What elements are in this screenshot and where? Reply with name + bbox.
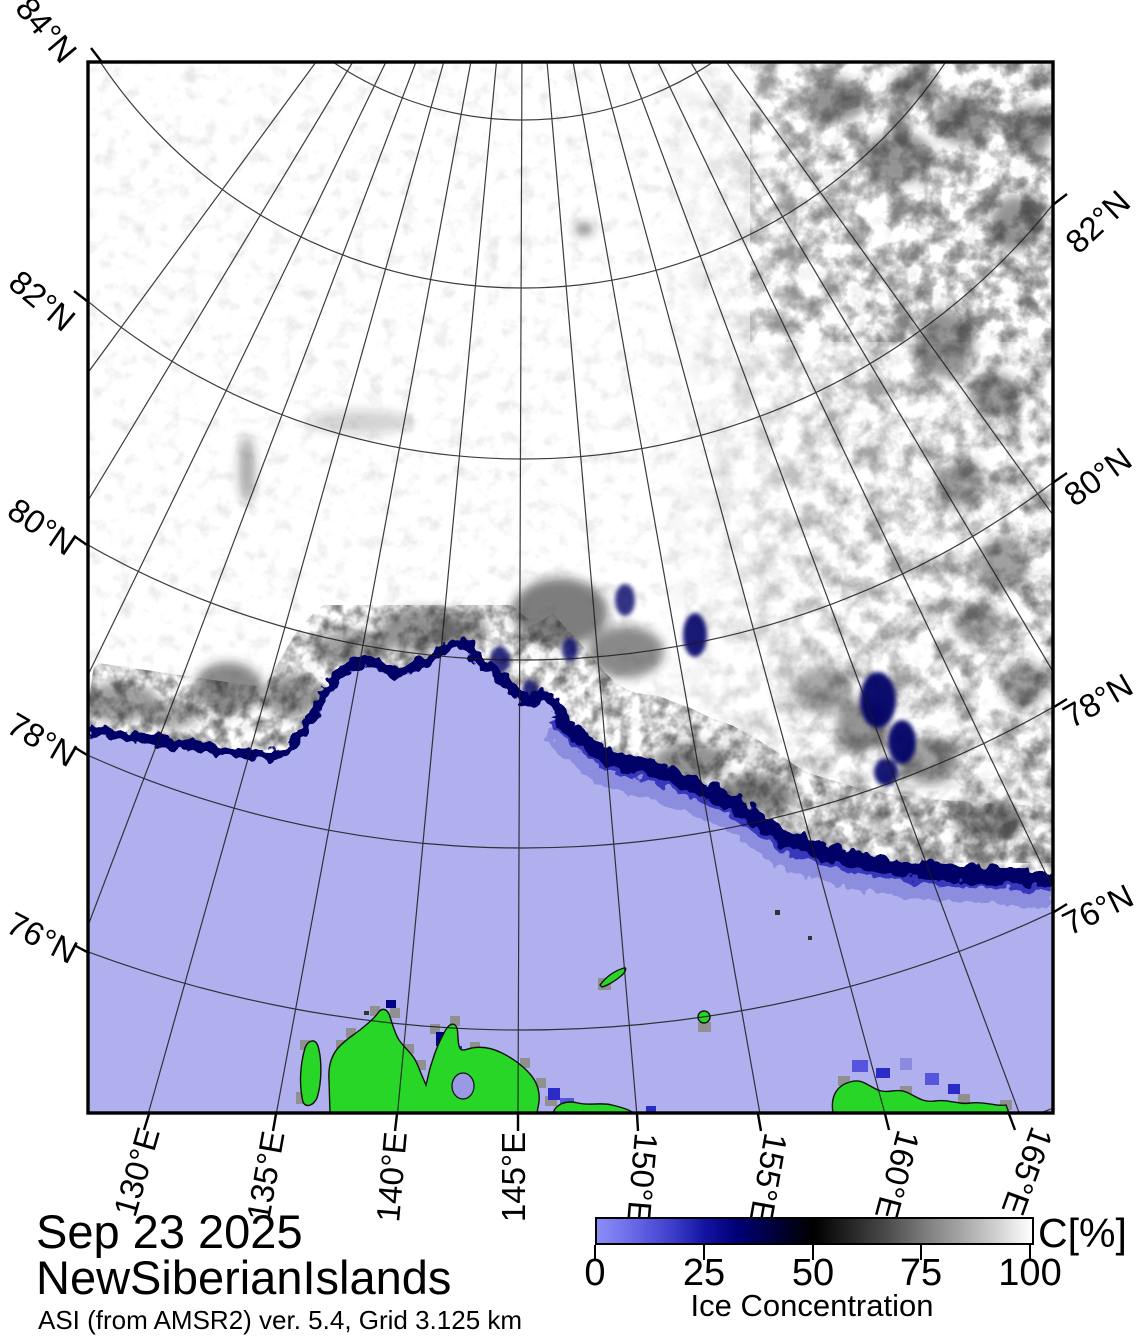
ice-floes (88, 70, 1052, 842)
colorbar-tick-25 (703, 1245, 705, 1260)
colorbar-tick-0 (594, 1245, 596, 1260)
colorbar-ticklabel-50: 50 (791, 1252, 835, 1294)
colorbar-unit: C[%] (1038, 1210, 1127, 1256)
map-frame (86, 60, 1055, 1115)
lon-label-140e: 140°E (369, 1130, 414, 1224)
colorbar-ticklabel-25: 25 (682, 1252, 726, 1294)
colorbar-ticklabel-100: 100 (998, 1252, 1062, 1294)
ice-concentration-colorbar (595, 1217, 1034, 1245)
open-water (88, 641, 1053, 1113)
island-belkovsky (299, 1040, 322, 1107)
map-date: Sep 23 2025 (36, 1205, 303, 1258)
lon-label-145e: 145°E (495, 1131, 532, 1223)
island-bottom-sliver (552, 1101, 634, 1113)
ice-edge-fringe (88, 635, 1053, 908)
colorbar-tick-100 (1029, 1245, 1031, 1260)
island-lagoon (451, 1072, 475, 1100)
island-right (831, 1080, 1010, 1113)
lon-label-150e: 150°E (620, 1131, 665, 1225)
colorbar-tick-50 (812, 1245, 814, 1260)
map-region-title: NewSiberianIslands (36, 1251, 452, 1304)
colorbar-ticklabel-75: 75 (899, 1252, 943, 1294)
colorbar-ticklabel-0: 0 (584, 1252, 606, 1294)
islet-1 (599, 967, 627, 988)
map-source-info: ASI (from AMSR2) ver. 5.4, Grid 3.125 km (38, 1305, 523, 1335)
colorbar-label: Ice Concentration (690, 1288, 934, 1323)
axis-ticks (73, 47, 1068, 1132)
colorbar-tick-75 (920, 1245, 922, 1260)
island-kotelny (328, 1008, 540, 1113)
